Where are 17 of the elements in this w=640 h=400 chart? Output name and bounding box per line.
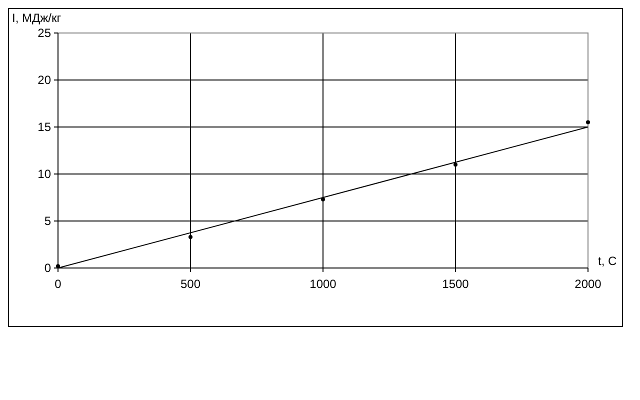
point	[188, 234, 192, 239]
y-tick-label: 0	[44, 261, 52, 276]
y-tick-label: 20	[38, 73, 52, 88]
point	[586, 120, 590, 124]
y-tick-label: 25	[38, 26, 52, 40]
x-tick-label: 0	[54, 277, 62, 291]
y-tick-label: 10	[38, 167, 52, 182]
y-tick-label: 5	[44, 214, 52, 228]
y-tick-label: 15	[38, 120, 52, 134]
point	[454, 162, 458, 167]
x-tick-label: 1000	[310, 277, 337, 291]
y-axis-title: I, МДж/кг	[12, 11, 62, 25]
x-axis-title: t, C	[598, 254, 617, 268]
x-tick-label: 500	[180, 277, 201, 291]
x-tick-label: 1500	[442, 277, 470, 291]
point	[321, 197, 325, 202]
x-tick-label: 2000	[574, 277, 602, 291]
